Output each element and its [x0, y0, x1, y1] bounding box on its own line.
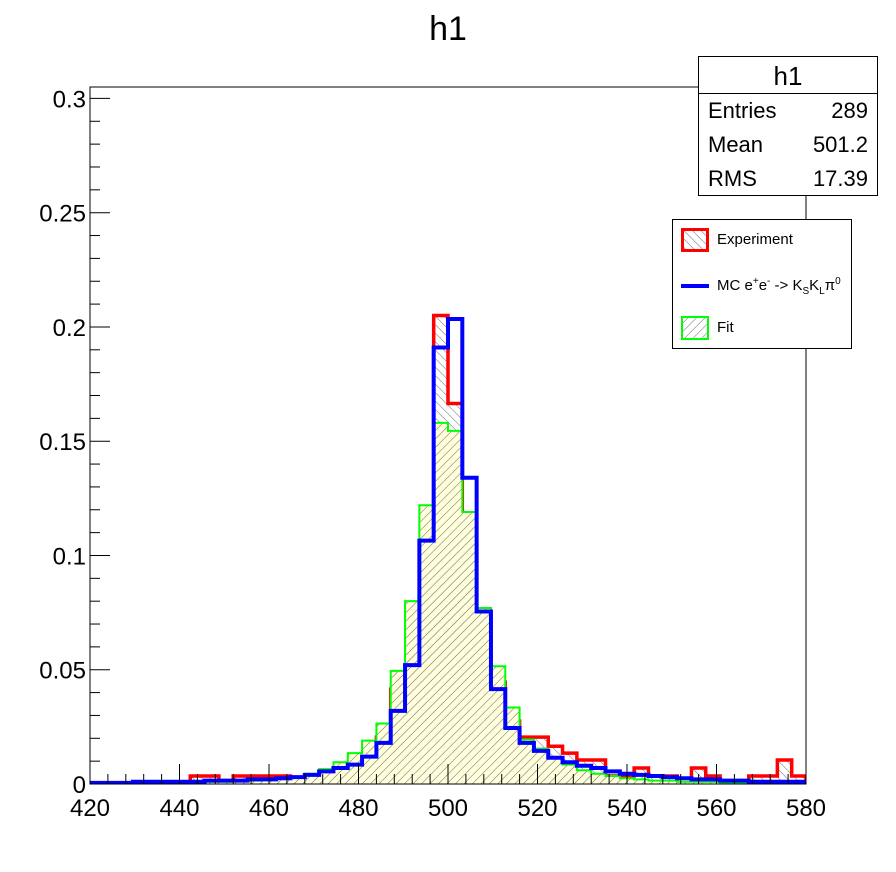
- y-tick-label: 0.15: [39, 429, 86, 456]
- legend-label-fit: Fit: [717, 319, 734, 336]
- stats-rms-value: 17.39: [812, 166, 868, 191]
- legend-swatch-experiment: [681, 228, 709, 252]
- x-tick-label: 460: [249, 795, 289, 822]
- y-tick-label: 0.25: [39, 201, 86, 228]
- x-tick-label: 520: [517, 795, 557, 822]
- mc-label-sup-3: 0: [835, 276, 841, 287]
- y-tick-label: 0.2: [53, 315, 86, 342]
- legend-item-fit: Fit: [673, 313, 851, 345]
- stats-entries-value: 289: [831, 98, 868, 123]
- y-tick-label: 0: [73, 772, 86, 799]
- y-tick-label: 0.05: [39, 658, 86, 685]
- mc-label-sup-1: +: [752, 276, 759, 287]
- axis-layer: 420 440 460 480 500 520 540 560 580 0 0.05 0.1 0.15 0…: [39, 86, 826, 822]
- stats-entries-label: Entries: [708, 98, 777, 123]
- legend-label-mc: MC e+e- -> KSKLπ0: [717, 276, 841, 297]
- y-tick-label: 0.3: [53, 86, 86, 113]
- legend-swatch-fit: [681, 316, 709, 340]
- stats-row-rms: RMS 17.39: [699, 162, 877, 196]
- x-tick-label: 440: [159, 795, 199, 822]
- mc-label-sub-2: L: [819, 286, 825, 297]
- stats-row-mean: Mean 501.2: [699, 128, 877, 162]
- series-line-mc-e-e-kskl-0: [90, 316, 806, 784]
- stats-box: h1 Entries 289 Mean 501.2 RMS 17.39: [698, 56, 878, 196]
- x-tick-label: 480: [338, 795, 378, 822]
- mc-label-sup-2: -: [767, 276, 771, 287]
- series-layer: [90, 313, 806, 784]
- x-tick-label: 500: [428, 795, 468, 822]
- legend-swatch-mc: [681, 284, 709, 288]
- series-hatch-fit: [90, 422, 806, 784]
- legend: Experiment MC e+e- -> KSKLπ0 Fit: [672, 219, 852, 349]
- mc-label-part-4: K: [809, 277, 820, 294]
- mc-label-sub-1: S: [802, 286, 810, 297]
- stats-row-entries: Entries 289: [699, 94, 877, 128]
- stats-title: h1: [699, 57, 877, 94]
- mc-label-part-5: π: [824, 277, 836, 294]
- chart-title: h1: [429, 10, 467, 48]
- legend-item-experiment: Experiment: [673, 225, 851, 257]
- stats-mean-label: Mean: [708, 132, 764, 157]
- stats-rms-label: RMS: [708, 166, 757, 191]
- legend-label-experiment: Experiment: [717, 231, 793, 248]
- y-tick-label: 0.1: [53, 543, 86, 570]
- mc-label-part-3: -> K: [770, 277, 803, 294]
- mc-label-part-1: MC e: [717, 277, 753, 294]
- x-tick-label: 580: [786, 795, 826, 822]
- x-tick-label: 420: [70, 795, 110, 822]
- legend-item-mc: MC e+e- -> KSKLπ0: [673, 270, 851, 302]
- x-tick-label: 540: [607, 795, 647, 822]
- x-tick-label: 560: [696, 795, 736, 822]
- stats-mean-value: 501.2: [812, 132, 868, 157]
- mc-label-part-2: e: [758, 277, 768, 294]
